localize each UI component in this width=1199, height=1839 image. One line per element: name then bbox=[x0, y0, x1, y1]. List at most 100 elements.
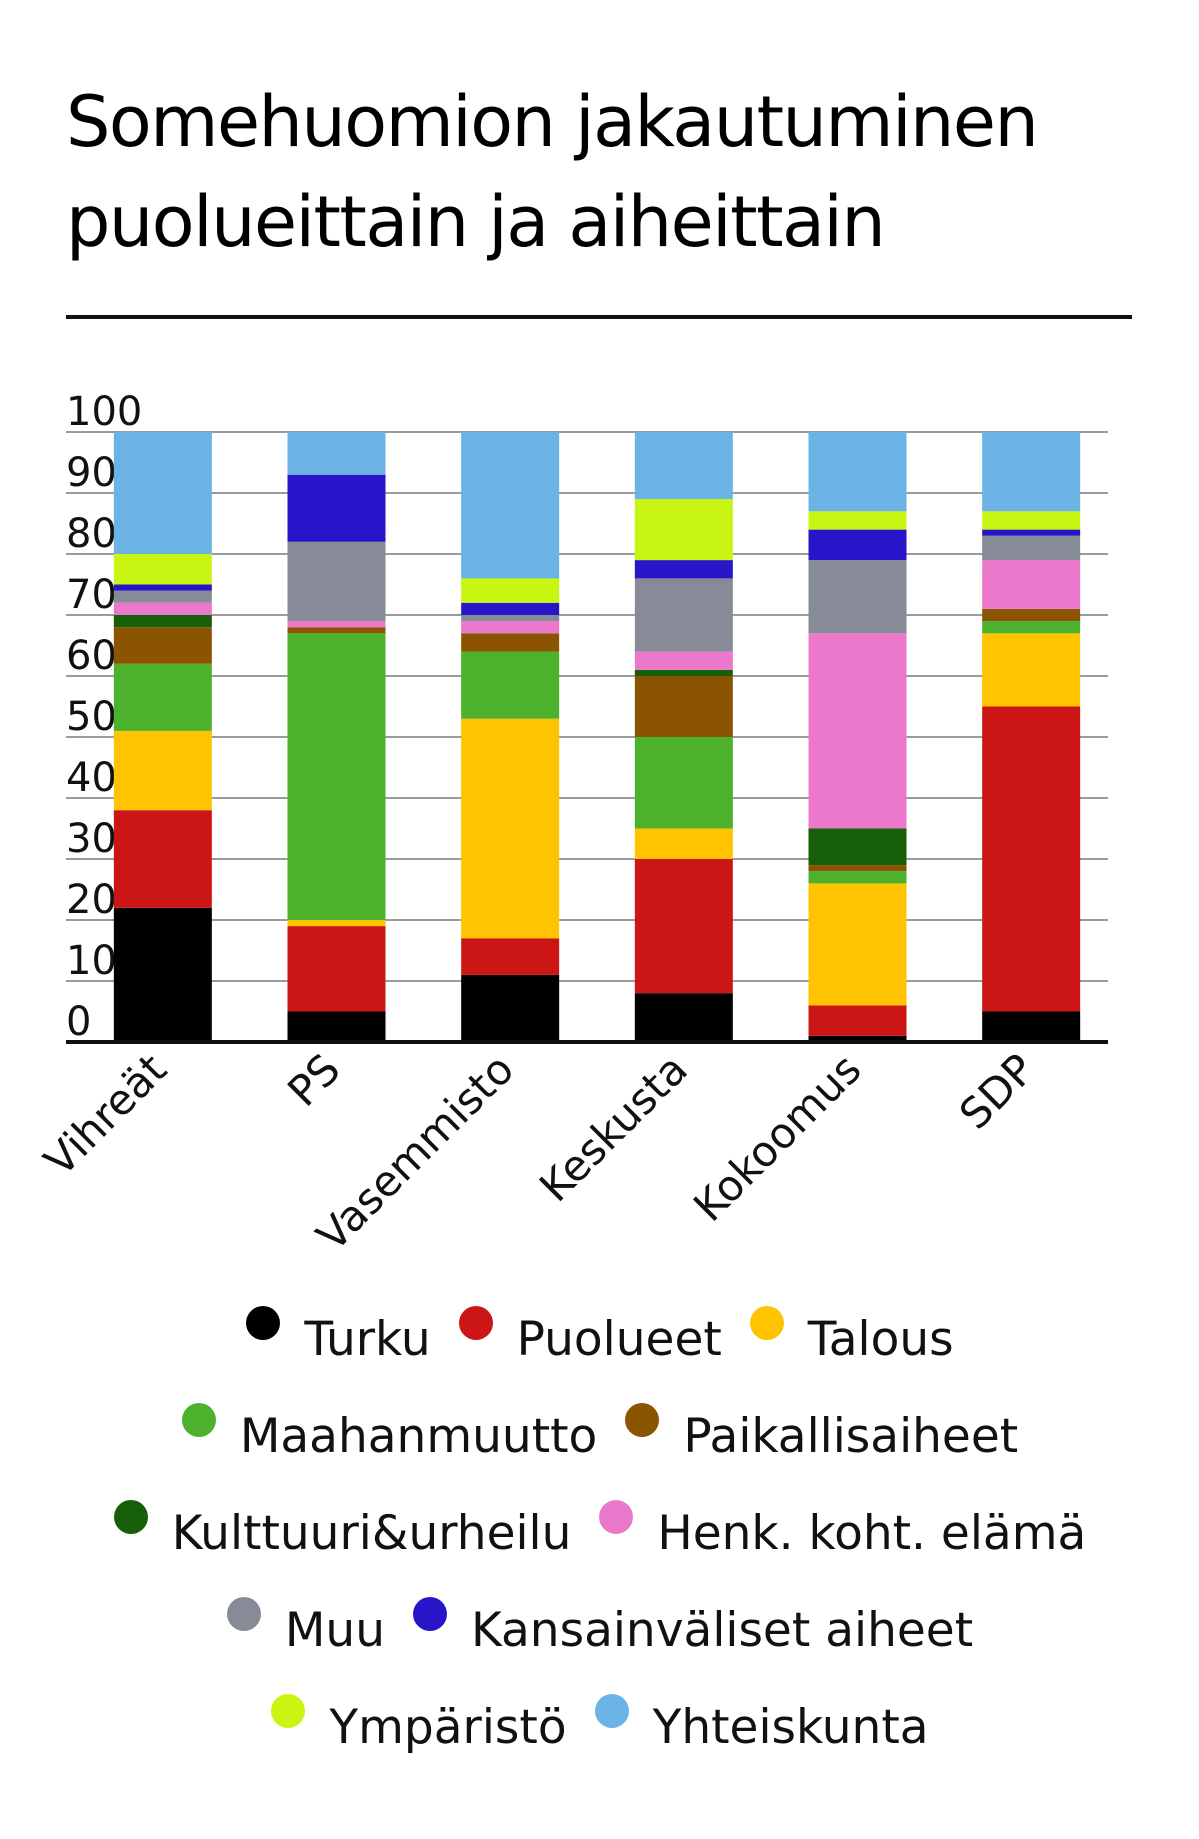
bar-segment bbox=[287, 1011, 386, 1042]
y-tick-label: 100 bbox=[66, 389, 142, 435]
x-tick-label: PS bbox=[278, 1044, 349, 1115]
legend-swatch-icon bbox=[599, 1500, 634, 1534]
legend-item: Ympäristö bbox=[271, 1688, 567, 1758]
bar-segment bbox=[461, 938, 560, 975]
bar-segment bbox=[287, 474, 386, 542]
bar-segment bbox=[808, 1035, 907, 1042]
legend-row: Ympäristö Yhteiskunta bbox=[40, 1688, 1160, 1785]
x-tick-label: Keskusta bbox=[530, 1044, 697, 1211]
bar-segment bbox=[113, 810, 212, 908]
legend-swatch-icon bbox=[271, 1694, 306, 1728]
bar-segment bbox=[634, 499, 733, 561]
x-tick-label: SDP bbox=[950, 1044, 1044, 1138]
y-tick-label: 90 bbox=[66, 450, 117, 496]
legend-item: Paikallisaiheet bbox=[625, 1397, 1018, 1467]
legend-row: Turku Puolueet Talous bbox=[40, 1300, 1160, 1397]
title-divider bbox=[66, 315, 1132, 319]
legend-swatch-icon bbox=[594, 1694, 629, 1728]
bar-segment bbox=[634, 859, 733, 994]
chart-legend: Turku Puolueet Talous Maahanmuutto Paikallis… bbox=[40, 1300, 1160, 1785]
legend-item: Muu bbox=[226, 1591, 385, 1661]
x-tick-label: Vihreät bbox=[35, 1044, 176, 1185]
bar-segment bbox=[982, 535, 1081, 561]
y-tick-label: 40 bbox=[66, 755, 117, 801]
bar-segment bbox=[982, 706, 1081, 1012]
bar-segment bbox=[113, 615, 212, 628]
bar-segment bbox=[634, 676, 733, 737]
bar-segment bbox=[634, 651, 733, 670]
bar-segment bbox=[808, 529, 907, 561]
legend-item: Henk. koht. elämä bbox=[599, 1494, 1086, 1564]
bar-segment bbox=[982, 432, 1081, 512]
bar-segment bbox=[982, 560, 1081, 609]
legend-label: Turku bbox=[304, 1312, 431, 1367]
y-tick-label: 70 bbox=[66, 572, 117, 618]
bar-segment bbox=[982, 1011, 1081, 1042]
bar-segment bbox=[287, 541, 386, 622]
legend-label: Talous bbox=[807, 1312, 954, 1367]
bar-segment bbox=[113, 554, 212, 585]
legend-swatch-icon bbox=[246, 1306, 281, 1340]
bar-segment bbox=[982, 608, 1081, 622]
legend-row: Maahanmuutto Paikallisaiheet bbox=[40, 1397, 1160, 1494]
bar-segment bbox=[808, 1005, 907, 1036]
bar-segment bbox=[113, 663, 212, 731]
y-tick-label: 50 bbox=[66, 694, 117, 740]
y-tick-label: 80 bbox=[66, 511, 117, 557]
bar-segment bbox=[113, 584, 212, 591]
bar-segment bbox=[808, 432, 907, 512]
bar-segment bbox=[634, 432, 733, 500]
bar-segment bbox=[287, 432, 386, 475]
legend-label: Muu bbox=[284, 1603, 385, 1658]
bar-segment bbox=[461, 974, 560, 1042]
legend-item: Maahanmuutto bbox=[181, 1397, 598, 1467]
y-tick-label: 30 bbox=[66, 816, 117, 862]
legend-row: Kulttuuri&urheilu Henk. koht. elämä bbox=[40, 1494, 1160, 1591]
x-tick-label: Kokoomus bbox=[684, 1044, 871, 1231]
legend-label: Maahanmuutto bbox=[239, 1409, 598, 1464]
bar-segment bbox=[461, 615, 560, 622]
bar-segment bbox=[461, 578, 560, 603]
bar-segment bbox=[808, 871, 907, 884]
legend-swatch-icon bbox=[413, 1597, 447, 1631]
y-tick-label: 20 bbox=[66, 877, 117, 923]
legend-swatch-icon bbox=[749, 1306, 784, 1340]
legend-swatch-icon bbox=[625, 1403, 660, 1437]
legend-label: Kansainväliset aiheet bbox=[471, 1603, 974, 1658]
legend-label: Henk. koht. elämä bbox=[657, 1506, 1087, 1561]
legend-swatch-icon bbox=[113, 1500, 148, 1534]
y-tick-label: 60 bbox=[66, 633, 117, 679]
bar-segment bbox=[287, 920, 386, 927]
bar-segment bbox=[461, 432, 560, 579]
bar-segment bbox=[634, 578, 733, 652]
bar-segment bbox=[461, 633, 560, 652]
bar-segment bbox=[808, 883, 907, 1006]
legend-item: Talous bbox=[749, 1300, 954, 1370]
legend-label: Kulttuuri&urheilu bbox=[171, 1506, 572, 1561]
legend-item: Kansainväliset aiheet bbox=[413, 1591, 973, 1661]
bar-segment bbox=[113, 590, 212, 603]
bar-segment bbox=[634, 737, 733, 829]
chart-title: Somehuomion jakautuminen puolueittain ja… bbox=[66, 81, 1039, 263]
bar-segment bbox=[982, 511, 1081, 530]
legend-item: Puolueet bbox=[458, 1300, 722, 1370]
bar-segment bbox=[808, 828, 907, 866]
bar-segment bbox=[113, 602, 212, 615]
legend-swatch-icon bbox=[226, 1597, 261, 1631]
bar-segment bbox=[113, 730, 212, 811]
legend-label: Paikallisaiheet bbox=[683, 1409, 1019, 1464]
legend-swatch-icon bbox=[458, 1306, 493, 1340]
bar-segment bbox=[461, 718, 560, 939]
bar-segment bbox=[808, 633, 907, 829]
bar-segment bbox=[287, 627, 386, 634]
bar-segment bbox=[634, 993, 733, 1042]
legend-row: Muu Kansainväliset aiheet bbox=[40, 1591, 1160, 1688]
bar-segment bbox=[982, 529, 1081, 536]
bar-segment bbox=[287, 633, 386, 920]
bar-segment bbox=[287, 621, 386, 628]
bar-segment bbox=[982, 633, 1081, 707]
bar-segment bbox=[113, 907, 212, 1042]
bar-segment bbox=[808, 560, 907, 634]
bar-segment bbox=[808, 865, 907, 872]
